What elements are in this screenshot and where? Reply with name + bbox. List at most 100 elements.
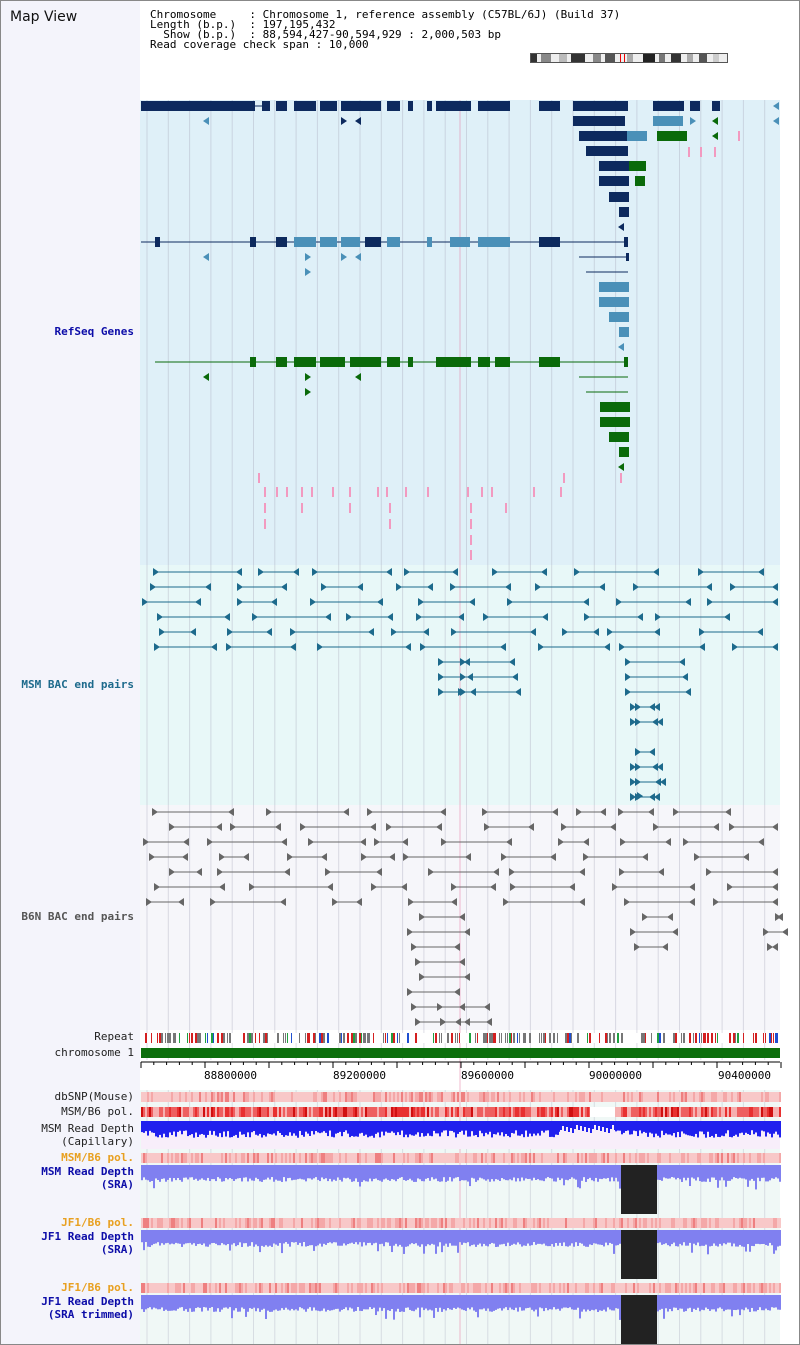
pink-feature xyxy=(349,503,351,513)
jf1-sra-depth-bar xyxy=(669,1230,671,1247)
msm-capillary-depth-bar xyxy=(275,1121,277,1136)
msm-b6-pol-strip xyxy=(737,1107,739,1117)
jf1-sra-depth-bar xyxy=(537,1230,539,1244)
pink-feature xyxy=(620,473,622,483)
dbsnp-strip xyxy=(605,1092,607,1102)
b6n-bac-pair-end xyxy=(610,823,616,831)
refseq-track-label[interactable]: RefSeq Genes xyxy=(54,325,134,338)
msm-capillary-depth-bar xyxy=(361,1121,363,1133)
msm-sra-depth-bar xyxy=(217,1165,219,1178)
msm-bac-pair-end xyxy=(649,793,655,801)
jf1-trimmed-depth-bar xyxy=(251,1295,253,1309)
msm-capillary-depth-bar xyxy=(341,1121,343,1137)
jf1-b6-pol-strip xyxy=(323,1218,325,1228)
msm-b6-pol-strip xyxy=(359,1107,361,1117)
jf1-sra-depth-bar xyxy=(619,1230,621,1244)
jf1-b6-pol-trimmed-strip xyxy=(149,1283,151,1293)
jf1-b6-pol-strip xyxy=(765,1218,767,1228)
msm-bac-track-label[interactable]: MSM BAC end pairs xyxy=(21,678,134,691)
msm-b6-pol-sra-strip xyxy=(647,1153,649,1163)
jf1-trimmed-depth-bar xyxy=(691,1295,693,1312)
msm-b6-pol-strip xyxy=(521,1107,523,1117)
msm-sra-depth-bar xyxy=(419,1165,421,1180)
jf1-b6-pol-trimmed-strip xyxy=(629,1283,631,1293)
jf1-b6-pol-strip xyxy=(349,1218,351,1228)
msm-capillary-depth-bar xyxy=(707,1121,709,1132)
chromosome-ideogram[interactable] xyxy=(530,53,728,63)
msm-bac-pair-end xyxy=(317,643,323,651)
repeat-mark xyxy=(213,1033,214,1043)
msm-capillary-depth-bar xyxy=(733,1121,735,1136)
jf1-trimmed-depth-bar xyxy=(681,1295,683,1309)
repeat-mark xyxy=(753,1033,754,1043)
msm-sra-depth-bar xyxy=(671,1165,673,1178)
dbsnp-strip xyxy=(749,1092,751,1102)
jf1-trimmed-depth-bar xyxy=(205,1295,207,1308)
jf1-b6-pol-trimmed-strip xyxy=(385,1283,387,1293)
jf1-b6-pol-strip xyxy=(721,1218,723,1228)
jf1-trimmed-depth-bar xyxy=(587,1295,589,1310)
jf1-b6-pol-trimmed-strip xyxy=(313,1283,315,1293)
jf1-b6-pol-strip xyxy=(403,1218,405,1228)
jf1-b6-pol-trimmed-strip xyxy=(681,1283,683,1293)
repeat-mark xyxy=(763,1033,764,1043)
msm-capillary-depth-bar xyxy=(399,1121,401,1135)
dbsnp-strip xyxy=(417,1092,419,1102)
dbsnp-strip xyxy=(499,1092,501,1102)
jf1-sra-depth-bar xyxy=(473,1230,475,1245)
msm-b6-pol-strip xyxy=(527,1107,529,1117)
dbsnp-strip xyxy=(265,1092,267,1102)
b6n-bac-pair-end xyxy=(506,838,512,846)
repeat-mark xyxy=(197,1033,199,1043)
msm-capillary-depth-bar xyxy=(191,1121,193,1135)
msm-capillary-depth-bar xyxy=(285,1121,287,1136)
jf1-b6-pol-trimmed-strip xyxy=(209,1283,211,1293)
msm-b6-pol-strip xyxy=(351,1107,353,1117)
jf1-b6-pol-trimmed-strip xyxy=(335,1283,337,1293)
refseq-gene-exon xyxy=(600,417,630,427)
jf1-trimmed-depth-bar xyxy=(385,1295,387,1319)
msm-capillary-depth-bar xyxy=(323,1121,325,1132)
msm-capillary-depth-bar xyxy=(453,1121,455,1133)
dbsnp-strip xyxy=(439,1092,441,1102)
msm-sra-depth-bar xyxy=(247,1165,249,1182)
jf1-b6-pol-strip xyxy=(371,1218,373,1228)
jf1-b6-pol-trimmed-strip xyxy=(481,1283,483,1293)
msm-sra-depth-bar xyxy=(233,1165,235,1181)
msm-b6-pol-strip xyxy=(703,1107,705,1117)
repeat-mark xyxy=(695,1033,697,1043)
msm-b6-pol-strip xyxy=(257,1107,259,1117)
jf1-trimmed-depth-bar xyxy=(283,1295,285,1310)
repeat-mark xyxy=(705,1033,706,1043)
b6n-bac-pair-end xyxy=(642,913,648,921)
msm-sra-depth-gap xyxy=(621,1165,657,1214)
jf1-b6-pol-trimmed-strip xyxy=(503,1283,505,1293)
pink-feature xyxy=(386,487,388,497)
jf1-b6-pol-trimmed-strip xyxy=(555,1283,557,1293)
jf1-b6-pol-strip xyxy=(561,1218,563,1228)
msm-b6-pol-strip xyxy=(379,1107,381,1117)
msm-b6-pol-sra-strip xyxy=(485,1153,487,1163)
jf1-b6-pol-strip xyxy=(729,1218,731,1228)
msm-b6-pol-sra-strip xyxy=(469,1153,471,1163)
msm-b6-pol-strip xyxy=(409,1107,411,1117)
msm-b6-pol-strip xyxy=(267,1107,269,1117)
b6n-bac-pair-end xyxy=(367,808,373,816)
jf1-sra-depth-bar xyxy=(761,1230,763,1245)
jf1-trimmed-depth-bar xyxy=(711,1295,713,1310)
jf1-b6-pol-strip xyxy=(351,1218,353,1228)
jf1-b6-pol-trimmed-strip xyxy=(399,1283,401,1293)
msm-sra-depth-bar xyxy=(511,1165,513,1181)
b6n-bac-track-label[interactable]: B6N BAC end pairs xyxy=(21,910,134,923)
msm-bac-pair-end xyxy=(707,598,713,606)
b6n-bac-pair-end xyxy=(672,928,678,936)
msm-sra-depth-bar xyxy=(409,1165,411,1179)
dbsnp-strip xyxy=(385,1092,387,1102)
jf1-b6-pol-trimmed-strip xyxy=(383,1283,385,1293)
capillary-dip-bar xyxy=(588,1121,590,1128)
msm-b6-pol-sra-strip xyxy=(179,1153,181,1163)
repeat-mark xyxy=(399,1033,400,1043)
jf1-b6-pol-strip xyxy=(685,1218,687,1228)
msm-b6-pol-sra-strip xyxy=(207,1153,209,1163)
